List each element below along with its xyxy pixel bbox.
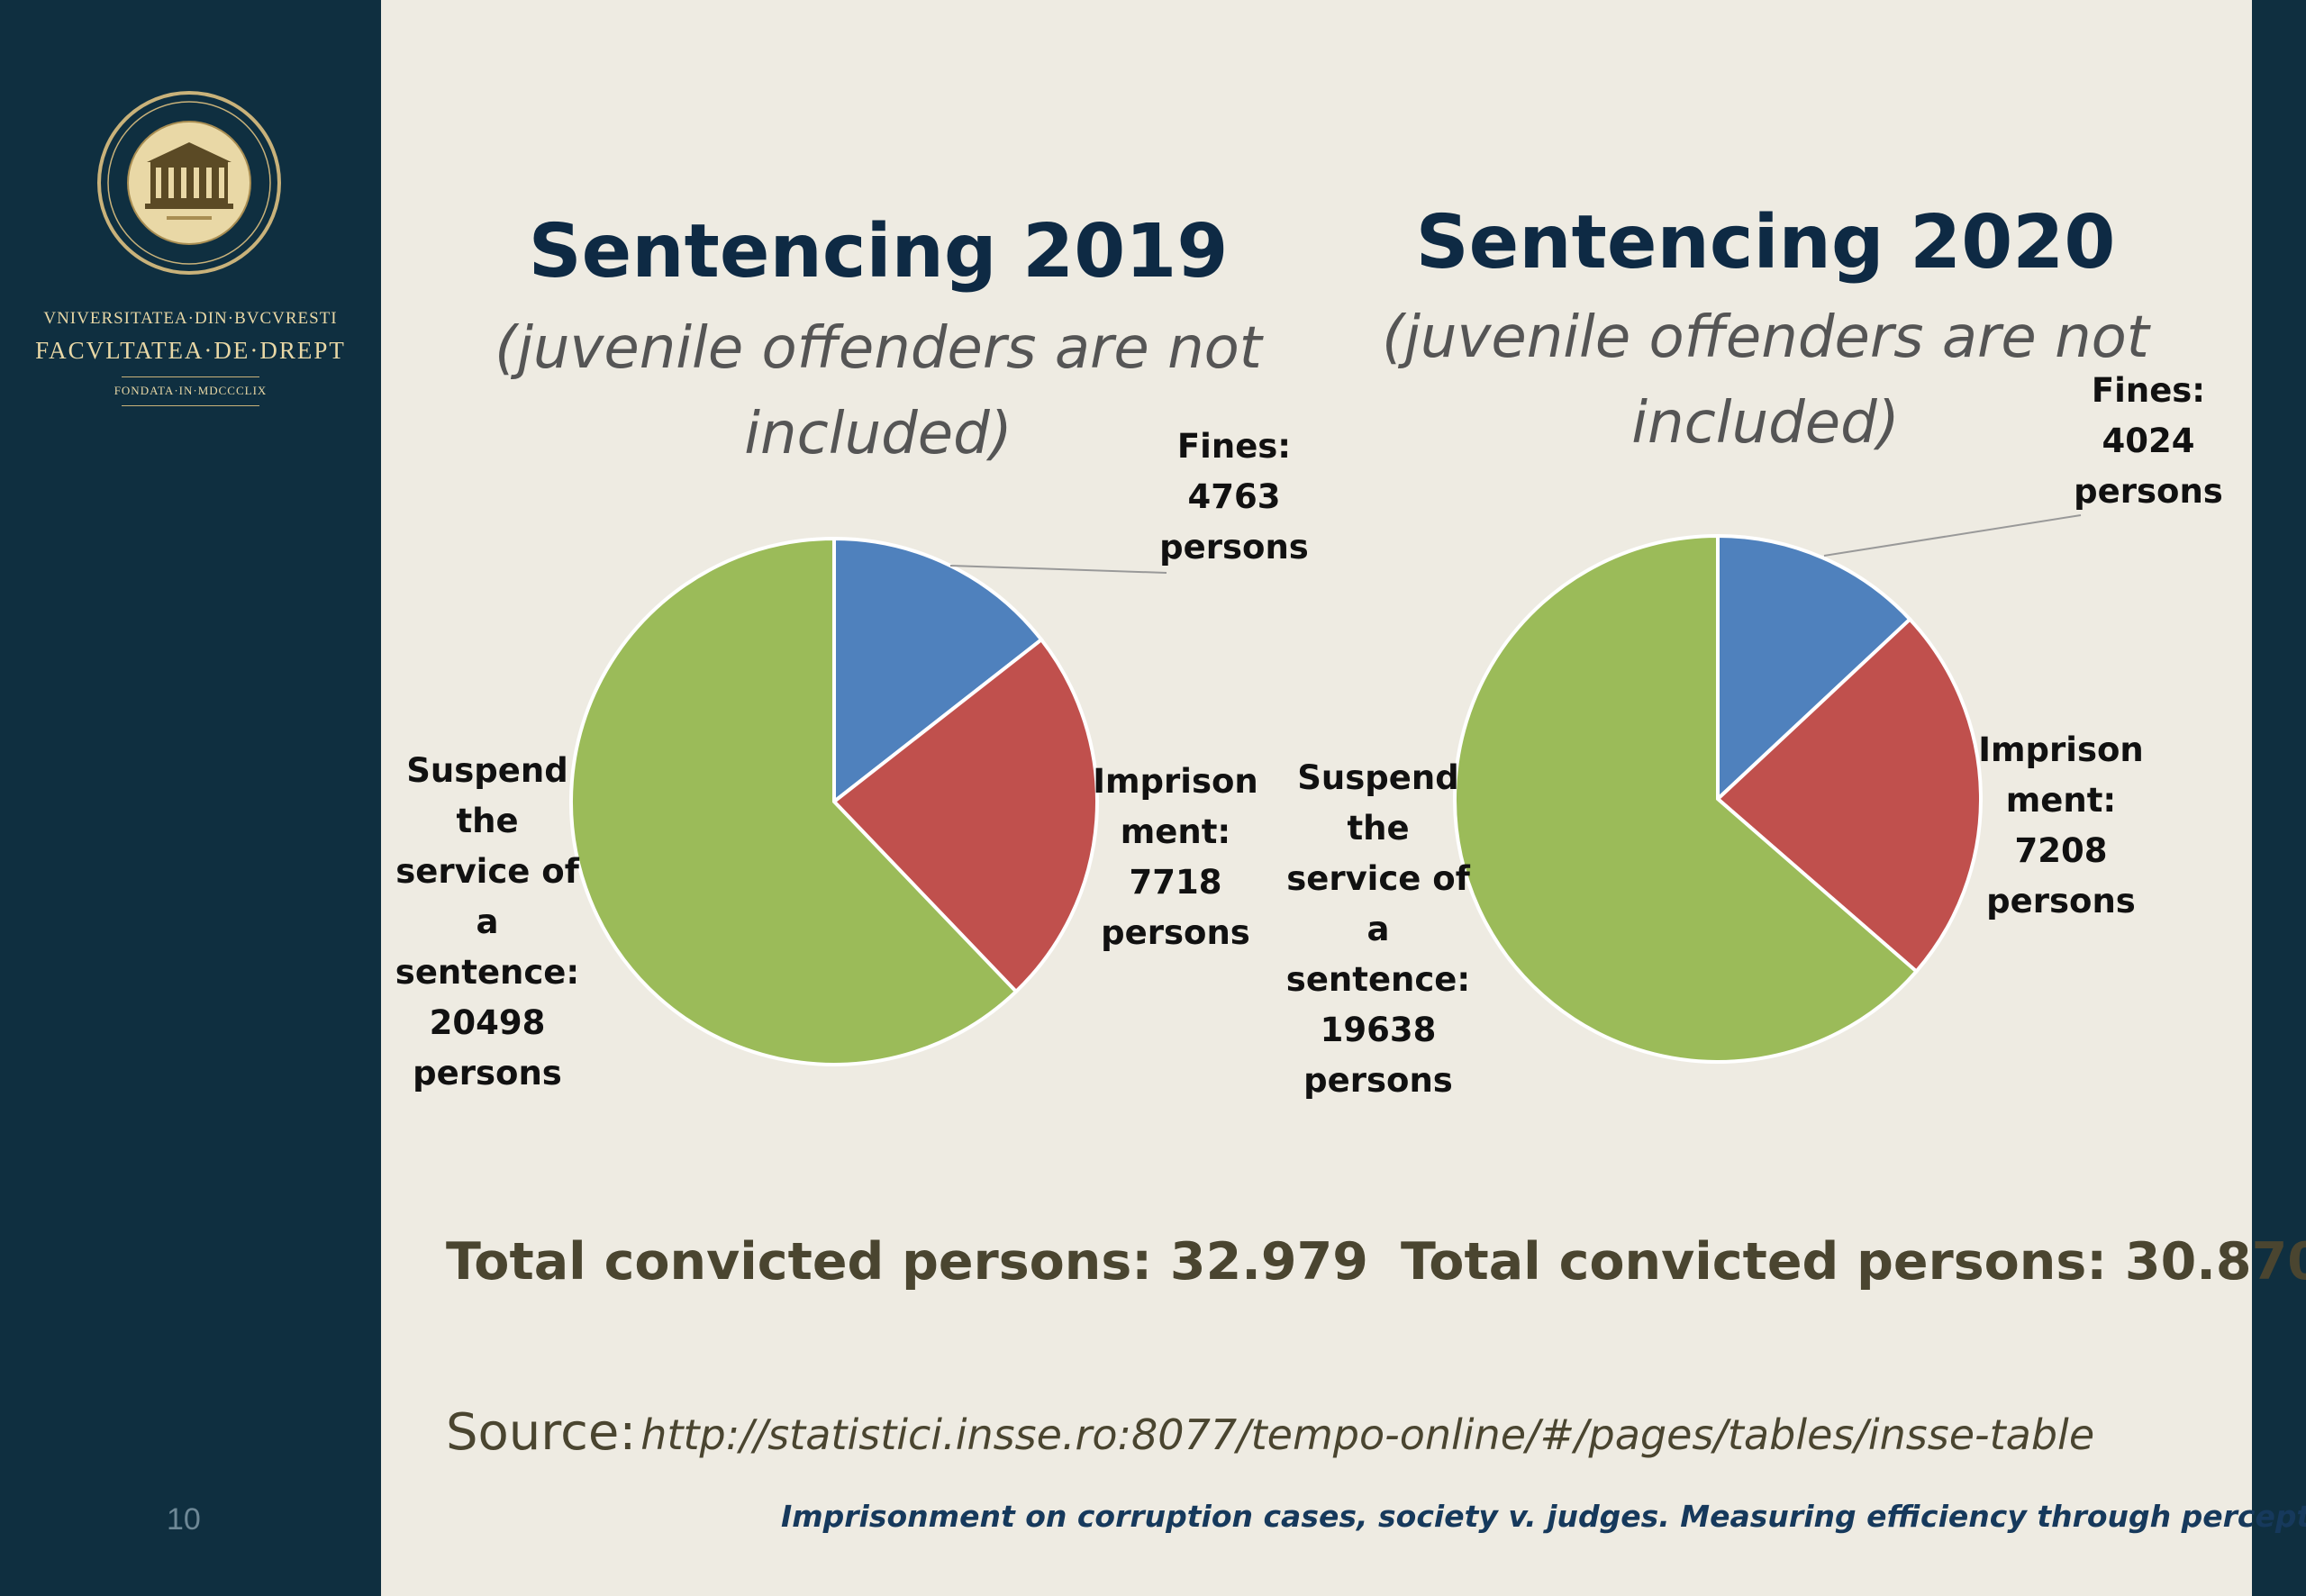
data-label-suspend-the-service-of-a-sentence: Suspend the service of a sentence: 19638 perso… xyxy=(1286,758,1471,1100)
total-convicted-2020: Total convicted persons: 30.870 xyxy=(1401,1232,2306,1292)
chart-title-2020: Sentencing 2020 xyxy=(1415,200,2116,286)
data-label-fines: Fines: 4763 persons xyxy=(1159,427,1309,567)
label-leader-line xyxy=(949,565,1167,574)
divider xyxy=(122,405,259,406)
university-name: VNIVERSITATEA·DIN·BVCVRESTI xyxy=(43,309,338,328)
source-link[interactable]: http://statistici.insse.ro:8077/tempo-on… xyxy=(640,1410,2095,1459)
data-label-fines: Fines: 4024 persons xyxy=(2074,371,2223,511)
pie-slice-suspend-the-service-of-a-sentence xyxy=(569,536,1019,1066)
divider xyxy=(122,376,259,377)
chart-subtitle-2020: (juvenile offenders are not included) xyxy=(1382,304,2149,457)
faculty-seal-logo xyxy=(97,91,281,275)
chart-subtitle-2019: (juvenile offenders are not included) xyxy=(495,315,1262,467)
label-leader-line xyxy=(1823,514,2082,557)
source-note: Source: http://statistici.insse.ro:8077/… xyxy=(446,1403,2094,1462)
data-label-imprisonment: Imprison ment: 7208 persons xyxy=(1978,730,2144,920)
pie-slice-imprisonment xyxy=(1715,616,1983,975)
chart-title-2019: Sentencing 2019 xyxy=(528,209,1229,295)
data-label-suspend-the-service-of-a-sentence: Suspend the service of a sentence: 20498 perso… xyxy=(395,751,580,1093)
pie-slice-suspend-the-service-of-a-sentence xyxy=(1453,533,1920,1064)
pie-slice-fines xyxy=(832,536,1044,806)
foundation-year: FONDATA·IN·MDCCCLIX xyxy=(113,384,268,397)
source-label: Source: xyxy=(446,1403,637,1462)
total-convicted-2019: Total convicted persons: 32.979 xyxy=(446,1232,1368,1292)
pie-slice-fines xyxy=(1716,533,1913,803)
faculty-name: FACVLTATEA·DE·DREPT xyxy=(35,337,346,364)
data-label-imprisonment: Imprison ment: 7718 persons xyxy=(1093,762,1258,952)
right-border xyxy=(2252,0,2306,1596)
pie-slice-imprisonment xyxy=(831,637,1100,994)
page-number: 10 xyxy=(167,1502,201,1537)
footer-caption: Imprisonment on corruption cases, societ… xyxy=(781,1499,2306,1534)
sidebar: VNIVERSITATEA·DIN·BVCVRESTI FACVLTATEA·D… xyxy=(0,0,381,1596)
